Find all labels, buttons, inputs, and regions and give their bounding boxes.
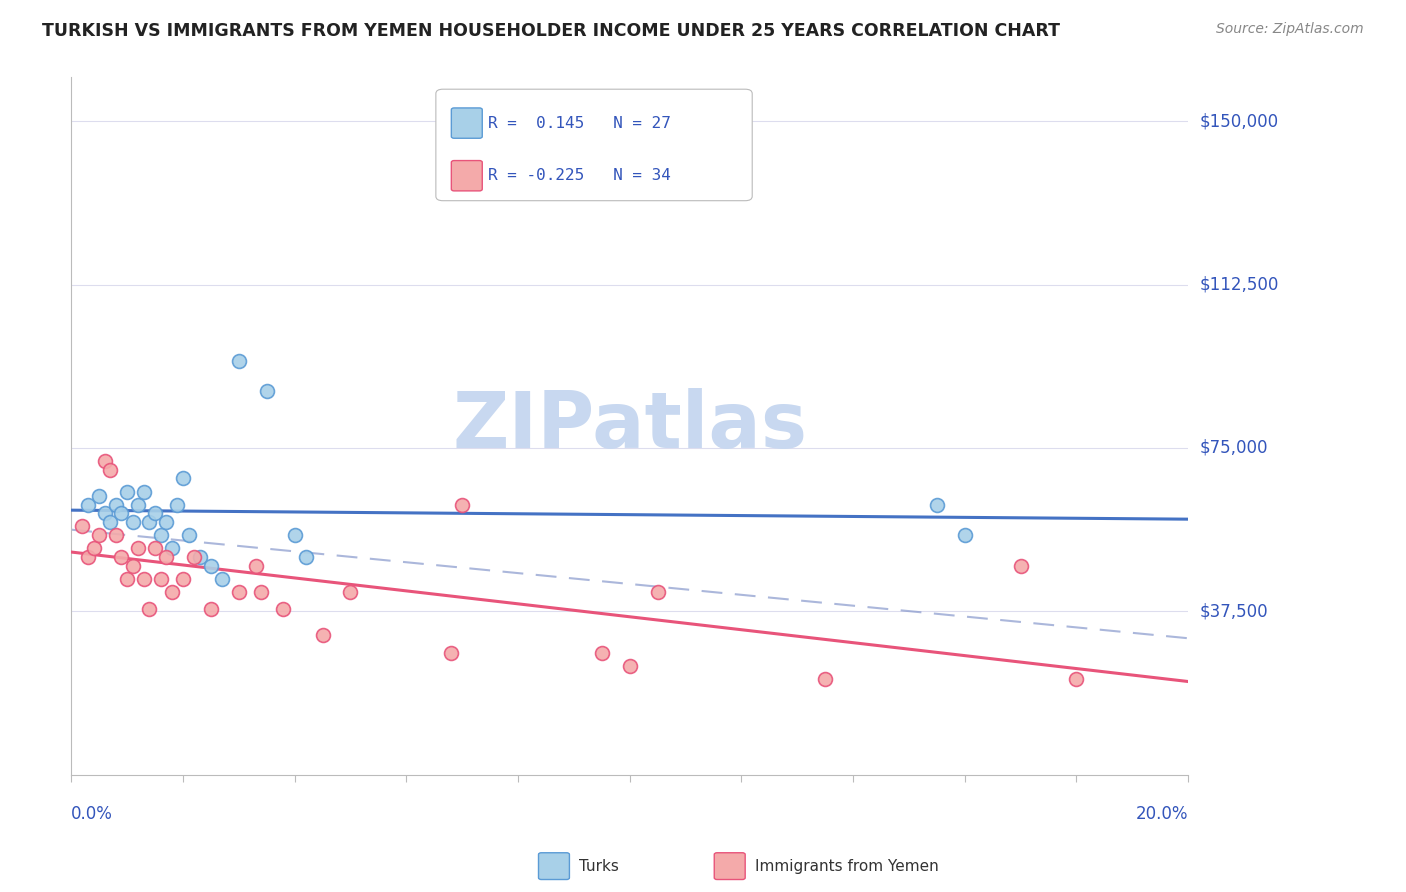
Text: $112,500: $112,500 (1199, 276, 1278, 293)
Point (200, 602, 222, 616)
Point (172, 471, 194, 485)
Point (228, 584, 250, 599)
Point (155, 515, 177, 529)
Point (228, 353, 250, 368)
Point (127, 541, 149, 556)
Point (132, 484, 155, 499)
Point (172, 572, 194, 586)
Text: R =  0.145   N = 27: R = 0.145 N = 27 (488, 116, 671, 130)
Point (160, 541, 183, 556)
Point (93, 507, 115, 521)
Point (138, 515, 160, 529)
Point (72, 519, 94, 533)
Point (1010, 558, 1032, 573)
Point (121, 515, 143, 529)
Point (98, 463, 121, 477)
Point (93, 454, 115, 468)
Point (104, 528, 127, 542)
Point (647, 584, 669, 599)
Text: $75,000: $75,000 (1199, 439, 1268, 457)
Point (953, 528, 976, 542)
Point (110, 507, 132, 521)
Text: TURKISH VS IMMIGRANTS FROM YEMEN HOUSEHOLDER INCOME UNDER 25 YEARS CORRELATION C: TURKISH VS IMMIGRANTS FROM YEMEN HOUSEHO… (42, 22, 1060, 40)
Point (250, 584, 273, 599)
Point (256, 384, 278, 399)
Text: R = -0.225   N = 34: R = -0.225 N = 34 (488, 169, 671, 183)
Point (177, 528, 200, 542)
Point (619, 659, 641, 673)
Point (121, 558, 143, 573)
Text: Immigrants from Yemen: Immigrants from Yemen (755, 859, 939, 873)
Point (143, 507, 166, 521)
Point (89, 528, 111, 542)
Point (143, 541, 166, 556)
Point (273, 602, 295, 616)
Point (160, 584, 183, 599)
Point (138, 602, 160, 616)
Point (925, 498, 948, 512)
Point (115, 572, 138, 586)
Text: $150,000: $150,000 (1199, 112, 1278, 130)
Point (104, 498, 127, 512)
Point (127, 498, 149, 512)
Point (77, 549, 100, 564)
Point (451, 498, 474, 512)
Point (98, 515, 121, 529)
Point (200, 558, 222, 573)
Point (1066, 672, 1088, 686)
Point (211, 572, 233, 586)
Point (188, 549, 211, 564)
Point (115, 484, 138, 499)
Point (339, 584, 361, 599)
Text: Source: ZipAtlas.com: Source: ZipAtlas.com (1216, 22, 1364, 37)
Point (77, 498, 100, 512)
Text: 0.0%: 0.0% (72, 805, 112, 823)
Point (814, 672, 837, 686)
Text: 20.0%: 20.0% (1136, 805, 1188, 823)
Point (311, 628, 333, 642)
Point (183, 549, 205, 564)
Point (440, 646, 463, 660)
Point (110, 549, 132, 564)
Point (166, 498, 188, 512)
Point (89, 489, 111, 503)
Text: Turks: Turks (579, 859, 619, 873)
Point (155, 549, 177, 564)
Point (149, 572, 172, 586)
Point (132, 572, 155, 586)
Text: ZIPatlas: ZIPatlas (453, 388, 807, 464)
Point (284, 528, 307, 542)
Point (149, 528, 172, 542)
Point (591, 646, 613, 660)
Point (294, 549, 316, 564)
Point (245, 558, 267, 573)
Point (83, 541, 105, 556)
Text: $37,500: $37,500 (1199, 602, 1268, 621)
